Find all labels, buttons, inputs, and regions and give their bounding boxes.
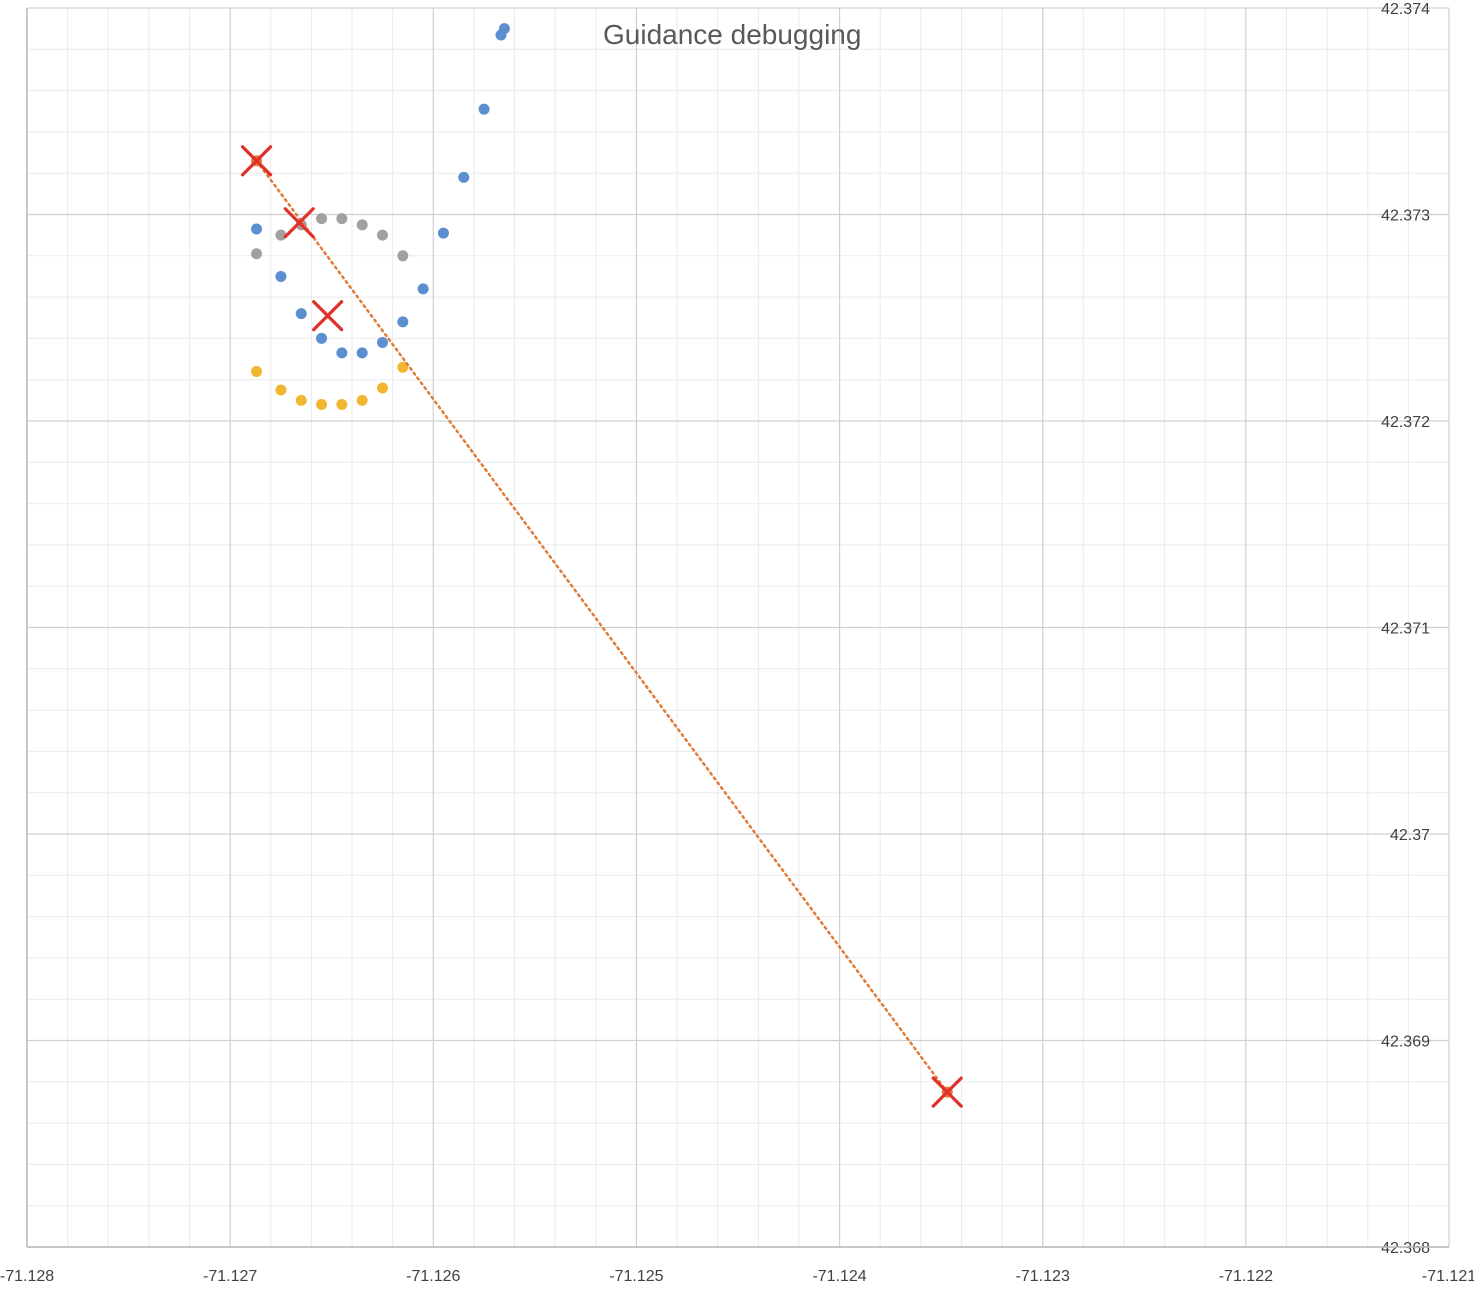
series-line <box>255 159 949 1094</box>
x-marker-stroke <box>931 1076 963 1108</box>
data-point <box>336 213 348 225</box>
data-point <box>397 361 409 373</box>
y-tick-label: 42.371 <box>1381 621 1430 638</box>
y-tick-label: 42.369 <box>1381 1034 1430 1051</box>
x-tick-label: -71.122 <box>1219 1268 1273 1285</box>
data-point <box>437 227 449 239</box>
legend-marker <box>495 29 507 41</box>
y-tick-label: 42.372 <box>1381 414 1430 431</box>
x-tick-label: -71.125 <box>609 1268 663 1285</box>
x-tick-label: -71.128 <box>0 1268 54 1285</box>
x-tick-label: -71.123 <box>1016 1268 1070 1285</box>
x-tick-label: -71.127 <box>203 1268 257 1285</box>
x-marker <box>312 300 344 332</box>
data-point <box>458 171 470 183</box>
data-point <box>377 382 388 394</box>
data-point <box>295 394 307 406</box>
x-marker <box>240 145 273 177</box>
grid <box>26 7 1450 1248</box>
data-point <box>316 332 328 344</box>
data-point <box>275 270 287 282</box>
data-point <box>251 223 263 235</box>
data-point <box>377 229 388 241</box>
data-point <box>397 250 409 262</box>
x-tick-label: -71.121 <box>1422 1268 1474 1285</box>
data-point <box>275 384 287 396</box>
series-1 <box>251 213 409 262</box>
y-tick-label: 42.374 <box>1381 1 1430 18</box>
data-point <box>336 398 348 410</box>
data-point <box>336 347 348 359</box>
legend: Guidance debugging <box>495 19 861 50</box>
series-4 <box>240 145 963 1108</box>
series-2 <box>251 361 409 410</box>
chart-title: Guidance debugging <box>603 19 861 50</box>
x-marker <box>931 1076 963 1108</box>
series-0 <box>251 23 510 359</box>
data-point <box>397 316 409 328</box>
data-point <box>251 248 263 260</box>
y-tick-label: 42.373 <box>1381 208 1430 225</box>
x-marker-stroke <box>312 300 344 332</box>
data-point <box>356 219 368 231</box>
data-point <box>251 365 263 377</box>
data-point <box>356 394 368 406</box>
x-tick-label: -71.124 <box>812 1268 866 1285</box>
data-point <box>377 337 388 349</box>
data-point <box>356 347 368 359</box>
y-tick-label: 42.368 <box>1381 1240 1430 1257</box>
x-marker <box>283 207 315 239</box>
data-point <box>275 229 287 241</box>
x-tick-label: -71.126 <box>406 1268 460 1285</box>
data-point <box>316 398 328 410</box>
y-tick-label: 42.37 <box>1390 827 1430 844</box>
data-point <box>295 308 307 320</box>
x-marker-stroke <box>283 207 315 239</box>
data-point <box>478 103 490 115</box>
x-marker-stroke <box>240 145 273 177</box>
data-series <box>240 23 963 1108</box>
data-point <box>316 213 328 225</box>
data-point <box>417 283 429 295</box>
